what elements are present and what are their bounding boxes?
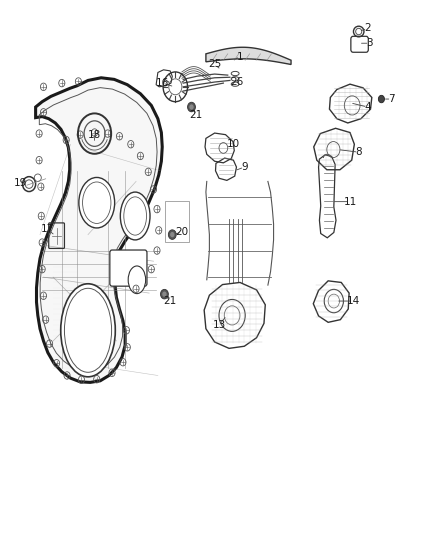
Text: 11: 11 bbox=[343, 197, 357, 207]
Text: 20: 20 bbox=[175, 227, 188, 237]
Text: 4: 4 bbox=[364, 102, 371, 112]
Text: 21: 21 bbox=[190, 110, 203, 120]
Text: 10: 10 bbox=[226, 139, 240, 149]
Text: 3: 3 bbox=[366, 38, 373, 48]
FancyBboxPatch shape bbox=[110, 250, 147, 286]
FancyBboxPatch shape bbox=[165, 200, 189, 241]
Text: 8: 8 bbox=[355, 147, 362, 157]
Text: 7: 7 bbox=[388, 94, 395, 104]
Circle shape bbox=[170, 232, 174, 237]
Text: 19: 19 bbox=[14, 177, 27, 188]
Text: 16: 16 bbox=[155, 78, 169, 88]
Text: 18: 18 bbox=[88, 130, 101, 140]
Text: 25: 25 bbox=[208, 60, 221, 69]
Circle shape bbox=[189, 104, 194, 110]
Circle shape bbox=[162, 292, 166, 297]
Ellipse shape bbox=[61, 284, 115, 377]
Ellipse shape bbox=[128, 266, 146, 294]
Text: 1: 1 bbox=[237, 52, 243, 61]
Text: 26: 26 bbox=[230, 77, 243, 87]
Ellipse shape bbox=[120, 192, 150, 240]
Text: 21: 21 bbox=[163, 296, 177, 306]
Polygon shape bbox=[35, 78, 162, 382]
Ellipse shape bbox=[79, 177, 115, 228]
Text: 14: 14 bbox=[347, 296, 360, 306]
Circle shape bbox=[160, 289, 168, 299]
Circle shape bbox=[187, 102, 195, 112]
Polygon shape bbox=[206, 47, 291, 64]
Text: 13: 13 bbox=[212, 320, 226, 330]
Text: 9: 9 bbox=[241, 162, 247, 172]
Text: 2: 2 bbox=[364, 23, 371, 34]
Circle shape bbox=[378, 95, 385, 103]
Circle shape bbox=[168, 230, 176, 239]
Text: 17: 17 bbox=[41, 224, 54, 235]
